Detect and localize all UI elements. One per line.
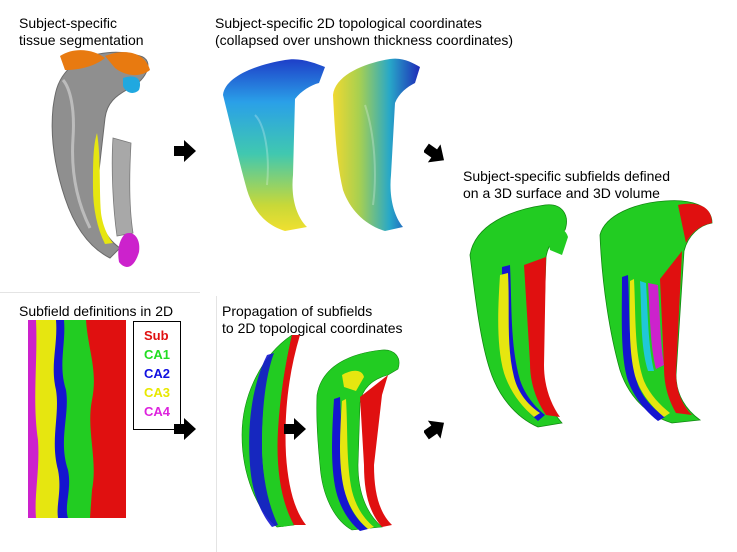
propagation-render <box>241 335 400 531</box>
subfield-definitions-2d-render <box>28 320 126 518</box>
definitions-2d-label: Subfield definitions in 2D <box>19 303 174 319</box>
subfields-3d-render <box>469 200 713 428</box>
legend-ca4: CA4 <box>144 404 171 419</box>
arrow-right-2 <box>174 418 196 440</box>
topo-coords-label: Subject-specific 2D topological coordina… <box>215 15 514 48</box>
legend-ca3: CA3 <box>144 385 171 400</box>
arrow-down-right-1 <box>424 143 445 163</box>
topo-coordinates-render <box>223 58 420 232</box>
propagation-label: Propagation of subfields to 2D topologic… <box>222 303 403 336</box>
divider-vertical <box>216 296 217 552</box>
arrow-right-1 <box>174 140 196 162</box>
legend-sub: Sub <box>144 328 169 343</box>
legend-ca2: CA2 <box>144 366 171 381</box>
segmentation-label: Subject-specific tissue segmentation <box>19 15 144 48</box>
tissue-segmentation-render <box>51 50 150 267</box>
arrow-right-3 <box>284 418 306 440</box>
subfield-legend: Sub CA1 CA2 CA3 CA4 <box>133 321 181 430</box>
arrow-up-right-1 <box>424 420 445 440</box>
divider-horizontal <box>0 292 200 293</box>
legend-ca1: CA1 <box>144 347 171 362</box>
subfields-3d-label: Subject-specific subfields defined on a … <box>463 168 671 201</box>
